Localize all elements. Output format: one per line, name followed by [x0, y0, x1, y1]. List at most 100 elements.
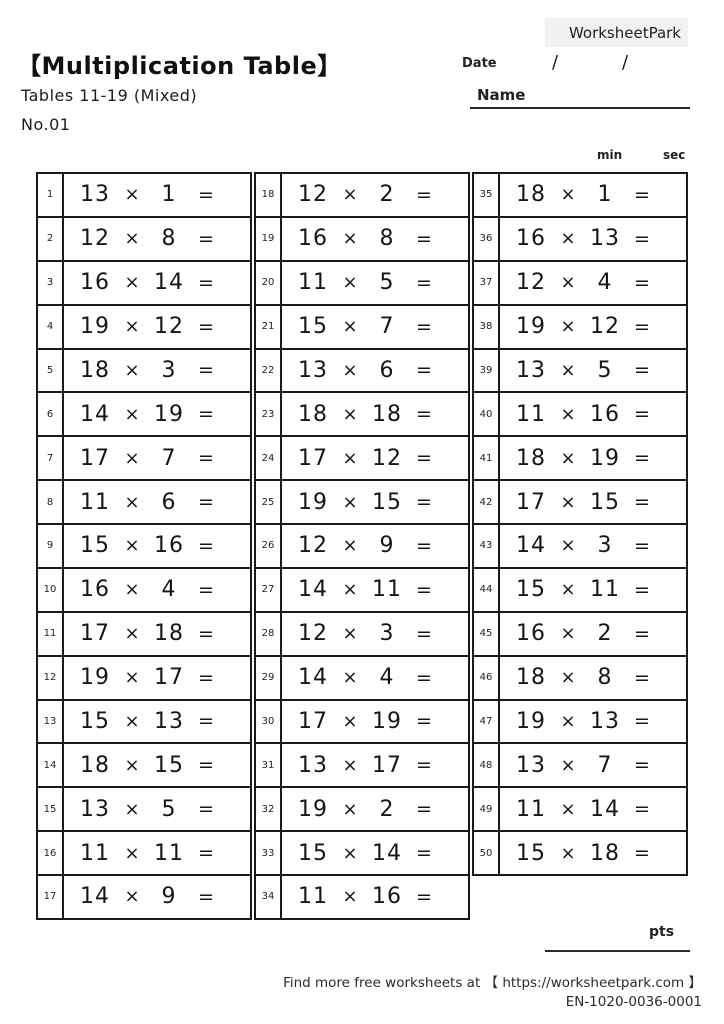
answer-blank	[658, 525, 686, 567]
operand-a: 16	[80, 577, 110, 603]
operand-b: 15	[372, 489, 402, 515]
operand-a: 15	[80, 533, 110, 559]
operand-b: 14	[372, 840, 402, 866]
name-blank-line	[470, 107, 690, 109]
problem-number: 40	[474, 393, 500, 436]
equals-sign: =	[416, 666, 432, 689]
table-row: 12 19 × 17 =	[38, 656, 250, 701]
multiply-sign: ×	[342, 272, 358, 294]
operand-b: 5	[597, 357, 613, 383]
operand-a: 15	[298, 840, 328, 866]
operand-a: 14	[80, 884, 110, 910]
table-row: 13 15 × 13 =	[38, 700, 250, 745]
operand-b: 1	[161, 182, 177, 208]
problem-expression: 18 × 19 =	[500, 437, 686, 479]
table-row: 29 14 × 4 =	[256, 656, 468, 701]
problem-number: 10	[38, 568, 64, 611]
operand-a: 17	[80, 621, 110, 647]
equals-sign: =	[198, 271, 214, 294]
equals-sign: =	[634, 798, 650, 821]
table-row: 50 15 × 18 =	[474, 832, 686, 874]
operand-a: 17	[298, 708, 328, 734]
answer-blank	[222, 744, 250, 786]
operand-a: 11	[80, 840, 110, 866]
multiply-sign: ×	[560, 754, 576, 776]
multiply-sign: ×	[560, 447, 576, 469]
multiply-sign: ×	[124, 623, 140, 645]
brand-badge: WorksheetPark	[545, 18, 688, 47]
problem-number: 31	[256, 744, 282, 787]
table-row: 35 18 × 1 =	[474, 174, 686, 218]
multiply-sign: ×	[124, 403, 140, 425]
multiply-sign: ×	[124, 710, 140, 732]
operand-a: 19	[298, 796, 328, 822]
equals-sign: =	[416, 798, 432, 821]
answer-blank	[658, 262, 686, 304]
table-row: 43 14 × 3 =	[474, 525, 686, 569]
problem-expression: 19 × 17 =	[64, 657, 250, 699]
multiply-sign: ×	[124, 447, 140, 469]
problem-expression: 15 × 14 =	[282, 832, 468, 874]
operand-a: 15	[516, 840, 546, 866]
operand-b: 11	[154, 840, 184, 866]
problem-expression: 18 × 18 =	[282, 393, 468, 435]
operand-a: 14	[298, 577, 328, 603]
answer-blank	[222, 350, 250, 392]
table-row: 26 12 × 9 =	[256, 525, 468, 569]
operand-a: 13	[298, 357, 328, 383]
equals-sign: =	[198, 754, 214, 777]
table-row: 24 17 × 12 =	[256, 437, 468, 482]
equals-sign: =	[198, 842, 214, 865]
problem-number: 21	[256, 305, 282, 348]
multiply-sign: ×	[560, 798, 576, 820]
multiply-sign: ×	[124, 184, 140, 206]
equals-sign: =	[198, 403, 214, 426]
problem-number: 44	[474, 568, 500, 611]
equals-sign: =	[416, 359, 432, 382]
problem-number: 35	[474, 174, 500, 216]
answer-blank	[222, 832, 250, 874]
operand-a: 18	[516, 665, 546, 691]
equals-sign: =	[198, 798, 214, 821]
operand-b: 4	[597, 270, 613, 296]
problem-expression: 11 × 14 =	[500, 788, 686, 830]
equals-sign: =	[198, 885, 214, 908]
points-label: pts	[649, 924, 675, 940]
table-row: 25 19 × 15 =	[256, 481, 468, 525]
multiply-sign: ×	[124, 228, 140, 250]
table-row: 44 15 × 11 =	[474, 568, 686, 613]
equals-sign: =	[416, 315, 432, 338]
problem-number: 30	[256, 700, 282, 743]
equals-sign: =	[634, 534, 650, 557]
operand-a: 16	[80, 270, 110, 296]
table-row: 4 19 × 12 =	[38, 305, 250, 350]
operand-a: 18	[516, 182, 546, 208]
answer-blank	[658, 832, 686, 874]
operand-a: 19	[516, 314, 546, 340]
problem-expression: 15 × 11 =	[500, 569, 686, 611]
problem-expression: 11 × 16 =	[500, 393, 686, 435]
points-blank-line	[545, 950, 690, 952]
problem-grid: 1 13 × 1 = 2 12 × 8 = 3 16 × 14 = 4 19 × 12 = 5 18 × 3 = 6 14 × 19 = 7…	[36, 172, 688, 920]
answer-blank	[222, 306, 250, 348]
problem-expression: 16 × 4 =	[64, 569, 250, 611]
operand-b: 7	[597, 752, 613, 778]
problem-expression: 19 × 12 =	[64, 306, 250, 348]
table-row: 3 16 × 14 =	[38, 261, 250, 306]
table-row: 42 17 × 15 =	[474, 481, 686, 525]
problem-number: 26	[256, 525, 282, 567]
answer-blank	[440, 832, 468, 874]
multiply-sign: ×	[560, 710, 576, 732]
answer-blank	[658, 569, 686, 611]
equals-sign: =	[198, 491, 214, 514]
equals-sign: =	[634, 842, 650, 865]
problem-number: 20	[256, 261, 282, 304]
operand-b: 14	[154, 270, 184, 296]
problem-expression: 14 × 4 =	[282, 657, 468, 699]
operand-b: 4	[379, 665, 395, 691]
problem-number: 9	[38, 525, 64, 567]
multiply-sign: ×	[560, 535, 576, 557]
page-subtitle: Tables 11-19 (Mixed)	[21, 86, 198, 105]
equals-sign: =	[416, 578, 432, 601]
operand-b: 9	[379, 533, 395, 559]
